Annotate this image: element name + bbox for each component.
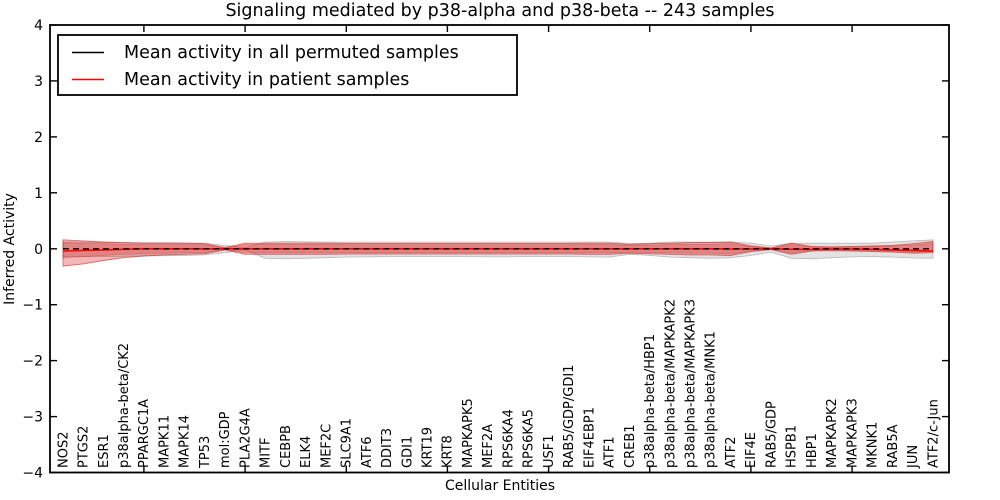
category-label: MAPKAPK5 xyxy=(461,398,476,468)
y-tick-label: −3 xyxy=(22,410,43,426)
category-label: MITF xyxy=(259,438,274,468)
category-label: RPS6KA4 xyxy=(501,409,516,468)
category-label: MAPKAPK3 xyxy=(845,398,860,468)
category-label: KRT8 xyxy=(441,435,456,468)
y-tick-label: 1 xyxy=(34,186,43,202)
category-label: EIF4E xyxy=(744,432,759,468)
category-label: KRT19 xyxy=(420,427,435,468)
x-axis-label: Cellular Entities xyxy=(445,478,555,494)
category-label: SLC9A1 xyxy=(340,418,355,468)
category-label: EIF4EBP1 xyxy=(582,407,597,468)
category-label: DDIT3 xyxy=(380,428,395,468)
category-label: GDI1 xyxy=(400,436,415,468)
y-tick-label: 2 xyxy=(34,130,43,146)
category-label: ATF2/c-Jun xyxy=(926,399,941,468)
y-axis-label: Inferred Activity xyxy=(2,193,18,305)
category-label: PPARGC1A xyxy=(137,399,152,468)
category-label: PTGS2 xyxy=(76,426,91,468)
category-label: MEF2C xyxy=(319,424,334,468)
y-tick-labels: 4 3 2 1 0 −1 −2 −3 −4 xyxy=(22,18,43,482)
legend-box xyxy=(57,34,518,96)
category-label: PLA2G4A xyxy=(238,408,253,468)
category-label: RAB5/GDP xyxy=(764,401,779,468)
legend: Mean activity in all permuted samples Me… xyxy=(57,34,518,96)
category-label: p38alpha-beta/CK2 xyxy=(117,343,132,468)
category-label: MAPK11 xyxy=(157,415,172,468)
category-label: HSPB1 xyxy=(785,425,800,468)
legend-label-permuted: Mean activity in all permuted samples xyxy=(124,43,459,63)
y-tick-label: 0 xyxy=(34,242,43,258)
category-label: ELK4 xyxy=(299,436,314,468)
category-label: MKNK1 xyxy=(866,422,881,468)
y-tick-label: 4 xyxy=(34,18,43,34)
category-label: CREB1 xyxy=(623,424,638,468)
category-label: ESR1 xyxy=(97,434,112,468)
category-label: NOS2 xyxy=(56,432,71,468)
y-tick-label: 3 xyxy=(34,74,43,90)
legend-label-patient: Mean activity in patient samples xyxy=(124,70,409,90)
category-label: p38alpha-beta/HBP1 xyxy=(643,334,658,468)
category-label: ATF2 xyxy=(724,436,739,468)
patient-band-outer xyxy=(62,239,934,267)
category-label: ATF6 xyxy=(360,436,375,468)
category-label: p38alpha-beta/MAPKAPK2 xyxy=(663,299,678,468)
category-label: JUN xyxy=(906,445,921,469)
category-label: MEF2A xyxy=(481,424,496,468)
category-label: MAPKAPK2 xyxy=(825,398,840,468)
chart-title: Signaling mediated by p38-alpha and p38-… xyxy=(225,1,774,21)
category-label: TP53 xyxy=(198,436,213,469)
x-ticks xyxy=(143,25,853,473)
category-label: mol:GDP xyxy=(218,411,233,468)
category-label: ATF1 xyxy=(603,436,618,468)
y-tick-label: −1 xyxy=(22,298,43,314)
category-label: MAPK14 xyxy=(178,415,193,468)
category-label: RAB5/GDP/GDI1 xyxy=(562,365,577,468)
y-tick-label: −2 xyxy=(22,354,43,370)
category-label: p38alpha-beta/MNK1 xyxy=(704,331,719,468)
category-label: RPS6KA5 xyxy=(522,409,537,468)
category-label: USF1 xyxy=(542,434,557,468)
category-labels: NOS2 PTGS2 ESR1 p38alpha-beta/CK2 PPARGC1A MA… xyxy=(56,299,941,469)
category-label: RAB5A xyxy=(886,424,901,468)
category-label: p38alpha-beta/MAPKAPK3 xyxy=(683,299,698,468)
category-label: HBP1 xyxy=(805,433,820,468)
category-label: CEBPB xyxy=(279,425,294,468)
y-ticks xyxy=(50,24,949,474)
y-tick-label: −4 xyxy=(22,466,43,482)
patient-band-inner xyxy=(62,242,934,259)
